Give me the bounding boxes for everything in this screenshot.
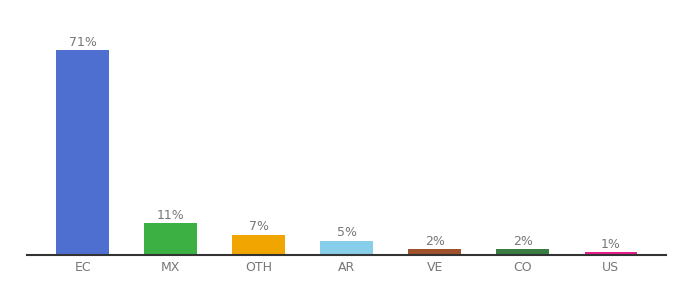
Bar: [56, 50, 109, 255]
Text: 5%: 5%: [337, 226, 357, 239]
Text: 7%: 7%: [249, 220, 269, 233]
Text: 2%: 2%: [425, 235, 445, 248]
Bar: [585, 252, 637, 255]
Bar: [233, 235, 285, 255]
Bar: [409, 249, 461, 255]
Bar: [496, 249, 549, 255]
Text: 71%: 71%: [69, 35, 97, 49]
Text: 11%: 11%: [157, 209, 184, 222]
Bar: [320, 241, 373, 255]
Text: 1%: 1%: [601, 238, 621, 251]
Text: 2%: 2%: [513, 235, 533, 248]
Bar: [144, 223, 197, 255]
